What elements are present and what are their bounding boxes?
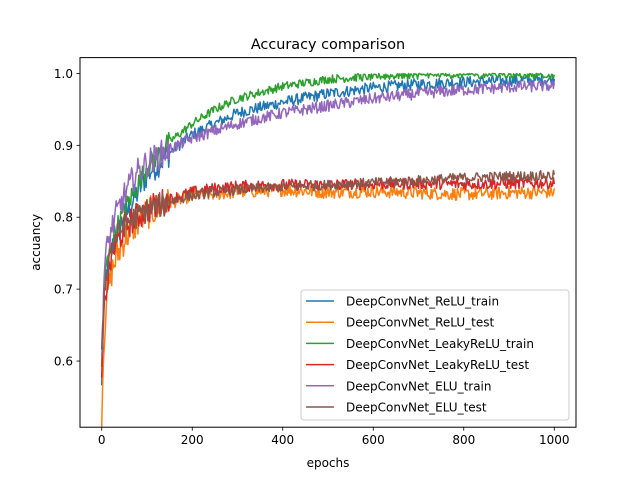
y-tick-label: 0.6 [54, 355, 73, 369]
legend-label: DeepConvNet_ReLU_test [346, 316, 495, 330]
series-line-DeepConvNet_ELU_test [100, 169, 556, 350]
x-axis-label: epochs [307, 456, 350, 470]
legend-label: DeepConvNet_ReLU_train [346, 295, 499, 309]
legend-label: DeepConvNet_ELU_train [346, 379, 492, 393]
x-tick-label: 1000 [539, 433, 570, 447]
x-tick-label: 200 [181, 433, 204, 447]
legend-box [300, 289, 570, 421]
legend-label: DeepConvNet_LeakyReLU_test [346, 358, 529, 372]
y-tick-label: 0.9 [54, 139, 73, 153]
legend: DeepConvNet_ReLU_train DeepConvNet_ReLU_t… [300, 289, 570, 421]
y-tick-label: 0.8 [54, 211, 73, 225]
x-tick-label: 800 [452, 433, 475, 447]
x-tick-label: 400 [271, 433, 294, 447]
series-line-DeepConvNet_LeakyReLU_train [100, 72, 556, 368]
x-axis-ticks: 0 200 400 600 800 1000 [98, 427, 570, 447]
y-axis-label: accuancy [29, 214, 43, 271]
legend-label: DeepConvNet_ELU_test [346, 401, 487, 415]
y-tick-label: 1.0 [54, 67, 73, 81]
axes-frame [79, 57, 577, 428]
series-lines [100, 72, 556, 427]
series-line-DeepConvNet_ELU_train [100, 79, 556, 356]
chart-title: Accuracy comparison [251, 37, 405, 53]
y-axis-ticks: 0.6 0.7 0.8 0.9 1.0 [54, 67, 80, 369]
x-tick-label: 600 [362, 433, 385, 447]
y-tick-label: 0.7 [54, 283, 73, 297]
x-tick-label: 0 [98, 433, 106, 447]
legend-label: DeepConvNet_LeakyReLU_train [346, 337, 534, 351]
